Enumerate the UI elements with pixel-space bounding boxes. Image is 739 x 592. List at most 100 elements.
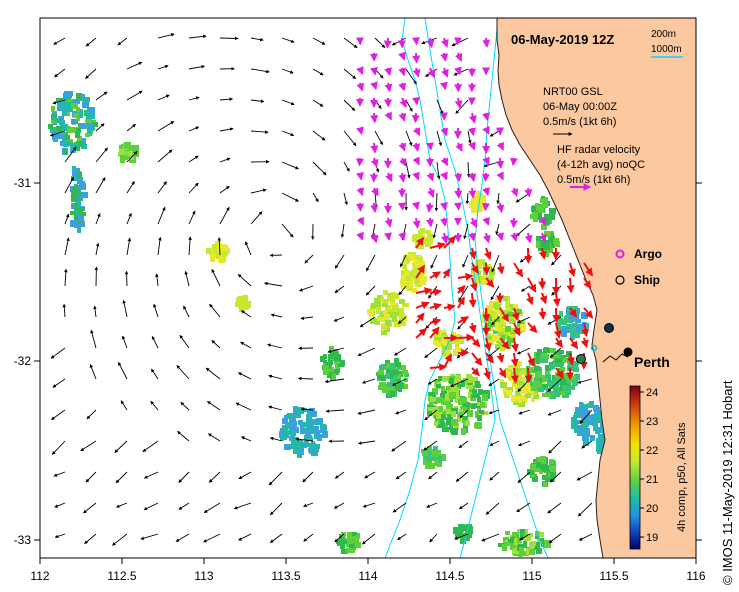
sst-cell xyxy=(85,119,92,126)
model-arrow xyxy=(179,334,190,349)
sst-cell xyxy=(517,529,521,534)
model-arrow xyxy=(84,533,97,544)
model-arrow xyxy=(576,471,593,481)
radar-arrow xyxy=(583,277,592,290)
sst-cell xyxy=(71,103,78,109)
radar-arrow xyxy=(370,81,378,91)
sst-cell xyxy=(377,317,382,321)
model-arrow xyxy=(302,471,314,483)
sst-cell xyxy=(549,208,556,214)
model-arrow xyxy=(244,241,252,256)
sst-cell xyxy=(456,384,461,389)
model-arrow xyxy=(325,409,345,413)
model-arrow xyxy=(312,68,324,76)
sst-cell xyxy=(477,205,483,211)
sst-cell xyxy=(77,179,82,184)
sst-cell xyxy=(478,276,484,281)
sst-cell xyxy=(460,380,465,387)
sst-cell xyxy=(504,334,509,339)
sst-cell xyxy=(399,320,406,326)
sst-cell xyxy=(402,370,408,375)
sst-cell xyxy=(455,347,462,351)
model-arrow xyxy=(264,281,283,287)
model-arrow xyxy=(219,157,231,163)
sst-cell xyxy=(347,532,352,539)
sst-cell xyxy=(517,395,524,401)
model-arrow xyxy=(334,285,345,293)
sst-cell xyxy=(375,300,379,304)
radar-arrow xyxy=(441,67,449,78)
model-arrow xyxy=(95,213,101,225)
sst-cell xyxy=(51,106,55,112)
sst-cell xyxy=(464,536,470,541)
sst-cell xyxy=(539,532,544,537)
sst-cell xyxy=(437,461,442,467)
sst-cell xyxy=(390,294,397,299)
sst-cell xyxy=(541,458,546,464)
sst-cell xyxy=(351,532,355,536)
sst-cell xyxy=(70,220,77,227)
model-arrow xyxy=(54,502,66,508)
model-arrow xyxy=(374,37,386,49)
sst-cell xyxy=(371,303,377,308)
sst-cell xyxy=(469,202,476,206)
sst-cell xyxy=(573,323,578,327)
colorbar-ticks: 24 23 22 21 20 19 xyxy=(640,387,658,544)
sst-cell xyxy=(78,109,83,114)
model-arrow xyxy=(64,268,68,287)
sst-cell xyxy=(459,409,463,414)
sst-cell xyxy=(583,440,589,444)
sst-cell xyxy=(119,145,126,149)
sst-cell xyxy=(381,364,385,370)
sst-cell xyxy=(560,389,567,395)
sst-cell xyxy=(282,425,287,431)
model-arrow xyxy=(188,64,205,70)
colorbar-tick-label: 22 xyxy=(646,445,658,457)
sst-cell xyxy=(544,250,549,257)
model-arrow xyxy=(184,270,190,287)
model-arrow xyxy=(188,236,192,256)
sst-cell xyxy=(383,310,387,315)
sst-cell xyxy=(381,325,387,330)
sst-cell xyxy=(283,430,290,435)
sst-cell xyxy=(552,375,557,380)
sst-cell xyxy=(328,367,334,372)
model-arrow xyxy=(64,146,77,163)
sst-cell xyxy=(463,403,469,407)
sst-cell xyxy=(517,309,522,314)
sst-cell xyxy=(406,275,411,281)
radar-arrow xyxy=(356,126,364,136)
sst-cell xyxy=(458,529,463,534)
sst-cell xyxy=(399,313,405,320)
model-arrow xyxy=(393,347,407,356)
sst-cell xyxy=(64,149,68,154)
model-arrow xyxy=(577,378,593,384)
sst-cell xyxy=(513,304,518,309)
radar-arrow xyxy=(468,292,477,308)
sst-cell xyxy=(293,408,298,415)
sst-cell xyxy=(369,310,374,317)
radar-arrow xyxy=(415,237,425,249)
model-arrow xyxy=(436,130,443,147)
sst-cell xyxy=(447,413,453,419)
sst-cell xyxy=(382,386,388,391)
model-arrow xyxy=(366,254,376,272)
radar-arrow xyxy=(538,307,547,320)
model-arrow xyxy=(240,341,252,349)
model-arrow xyxy=(126,180,135,194)
sst-cell xyxy=(534,366,540,373)
model-arrow xyxy=(424,409,438,421)
sst-cell xyxy=(446,339,451,344)
credit-text: © IMOS 11-May-2019 12:31 Hobart xyxy=(720,380,735,585)
sst-cell xyxy=(87,123,93,130)
sst-cell xyxy=(508,365,513,370)
sst-cell xyxy=(498,323,503,329)
model-arrow xyxy=(364,471,376,479)
model-arrow xyxy=(115,502,128,508)
radar-arrow xyxy=(440,217,449,227)
x-tick-label: 115 xyxy=(522,569,541,583)
sst-cell xyxy=(390,363,395,370)
radar-arrow xyxy=(468,187,477,199)
sst-cell xyxy=(520,529,525,535)
model-arrow xyxy=(270,313,283,318)
